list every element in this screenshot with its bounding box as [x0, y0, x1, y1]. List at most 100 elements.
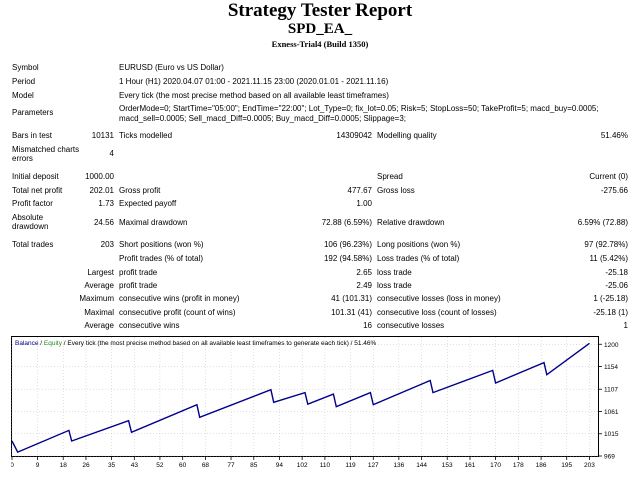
expected-payoff-label: Expected payoff [119, 199, 177, 208]
mismatch-label-2: errors [12, 154, 33, 163]
avg-consecutive-wins-value: 16 [363, 321, 372, 330]
average-loss-trade-value: -25.06 [605, 281, 628, 290]
report-title: Strategy Tester Report [227, 0, 413, 21]
average-label: Average [84, 281, 114, 290]
average-profit-trade-value: 2.49 [356, 281, 372, 290]
x-tick-label: 161 [465, 462, 476, 469]
long-positions-value: 97 (92.78%) [584, 240, 628, 249]
x-tick-label: 136 [393, 462, 404, 469]
x-tick-label: 110 [320, 462, 331, 469]
absolute-drawdown-value: 24.56 [93, 218, 114, 227]
maximal-drawdown-value: 72.88 (6.59%) [321, 218, 372, 227]
profit-factor-value: 1.73 [98, 199, 114, 208]
bars-value: 10131 [91, 131, 114, 140]
short-positions-value: 106 (96.23%) [323, 240, 372, 249]
maximal-label: Maximal [84, 308, 114, 317]
spread-value: Current (0) [589, 172, 628, 181]
ticks-label: Ticks modelled [119, 131, 173, 140]
largest-loss-trade-value: -25.18 [605, 268, 628, 277]
total-trades-label: Total trades [12, 240, 54, 249]
grossloss-value: -275.66 [600, 186, 628, 195]
short-positions-label: Short positions (won %) [119, 240, 204, 249]
max-consecutive-losses-value: 1 (-25.18) [593, 294, 628, 303]
avg-consecutive-losses-label: consecutive losses [377, 321, 445, 330]
chart-frame [11, 336, 599, 457]
x-tick-label: 43 [131, 462, 139, 469]
account-name: Exness-Trial4 (Build 1350) [271, 39, 369, 49]
avg-consecutive-losses-value: 1 [623, 321, 628, 330]
x-tick-label: 35 [108, 462, 116, 469]
legend-separator: / [39, 340, 44, 347]
y-tick-label: 1154 [604, 364, 618, 371]
max-consecutive-losses-label: consecutive losses (loss in money) [377, 294, 501, 303]
bars-label: Bars in test [12, 131, 53, 140]
max-consecutive-wins-label: consecutive wins (profit in money) [119, 294, 240, 303]
profit-factor-label: Profit factor [12, 199, 53, 208]
absolute-drawdown-label-2: drawdown [12, 222, 49, 231]
legend-description: / Every tick (the most precise method ba… [62, 340, 377, 347]
y-tick-label: 1107 [604, 387, 618, 394]
largest-loss-trade-label: loss trade [377, 268, 412, 277]
x-tick-label: 178 [513, 462, 524, 469]
legend-equity: Equity [44, 340, 63, 347]
expected-payoff-value: 1.00 [356, 199, 372, 208]
chart-grid [11, 337, 598, 457]
x-tick-label: 94 [276, 462, 284, 469]
average-2-label: Average [84, 321, 114, 330]
chart-legend: Balance / Equity / Every tick (the most … [15, 340, 377, 347]
x-tick-label: 119 [345, 462, 356, 469]
symbol-value: EURUSD (Euro vs US Dollar) [119, 63, 224, 72]
period-value: 1 Hour (H1) 2020.04.07 01:00 - 2021.11.1… [119, 77, 389, 86]
x-tick-label: 68 [202, 462, 210, 469]
y-tick-label: 1061 [604, 409, 619, 416]
x-tick-label: 203 [584, 462, 595, 469]
relative-drawdown-value: 6.59% (72.88) [577, 218, 628, 227]
average-loss-trade-label: loss trade [377, 281, 412, 290]
largest-label: Largest [87, 268, 114, 277]
x-tick-label: 0 [11, 462, 14, 469]
x-axis-ticks: 0 9 18 26 35 43 52 60 68 77 85 94 102 110 119 127 136 144… [11, 456, 595, 469]
netprofit-label: Total net profit [12, 186, 63, 195]
loss-trades-label: Loss trades (% of total) [377, 254, 460, 263]
max-consecutive-wins-value: 41 (101.31) [331, 294, 372, 303]
symbol-label: Symbol [12, 63, 39, 72]
x-tick-label: 170 [490, 462, 501, 469]
max-consecutive-profit-value: 101.31 (41) [331, 308, 372, 317]
model-label: Model [12, 91, 34, 100]
netprofit-value: 202.01 [89, 186, 114, 195]
parameters-line-1: OrderMode=0; StartTime="05:00"; EndTime=… [119, 104, 599, 113]
x-tick-label: 52 [156, 462, 164, 469]
x-tick-label: 102 [297, 462, 308, 469]
mismatch-label-1: Mismatched charts [12, 145, 80, 154]
grossprofit-value: 477.67 [347, 186, 372, 195]
profit-trades-value: 192 (94.58%) [323, 254, 372, 263]
mismatch-value: 4 [109, 149, 114, 158]
grossloss-label: Gross loss [377, 186, 415, 195]
y-tick-label: 1015 [604, 431, 619, 438]
x-tick-label: 85 [250, 462, 258, 469]
balance-chart: 1200 1154 1107 1061 1015 969 0 9 18 26 35 43 52 60 68… [11, 336, 619, 469]
x-tick-label: 26 [82, 462, 90, 469]
chart-series [11, 342, 590, 453]
average-profit-trade-label: profit trade [119, 281, 158, 290]
max-consecutive-profit-label: consecutive profit (count of wins) [119, 308, 236, 317]
x-tick-label: 9 [36, 462, 40, 469]
maximal-drawdown-label: Maximal drawdown [119, 218, 188, 227]
long-positions-label: Long positions (won %) [377, 240, 461, 249]
x-tick-label: 153 [442, 462, 453, 469]
deposit-value: 1000.00 [85, 172, 114, 181]
quality-label: Modelling quality [377, 131, 437, 140]
x-tick-label: 18 [60, 462, 68, 469]
largest-profit-trade-label: profit trade [119, 268, 158, 277]
ea-name: SPD_EA_ [287, 21, 353, 37]
maximum-label: Maximum [79, 294, 114, 303]
max-consecutive-loss-label: consecutive loss (count of losses) [377, 308, 497, 317]
relative-drawdown-label: Relative drawdown [377, 218, 445, 227]
x-tick-label: 195 [561, 462, 572, 469]
x-tick-label: 60 [179, 462, 187, 469]
largest-profit-trade-value: 2.65 [356, 268, 372, 277]
parameters-line-2: macd_sell=0.0005; Sell_macd_Diff=0.0005;… [119, 114, 407, 123]
parameters-label: Parameters [12, 108, 54, 117]
y-tick-label: 969 [604, 454, 615, 461]
ticks-value: 14309042 [336, 131, 372, 140]
